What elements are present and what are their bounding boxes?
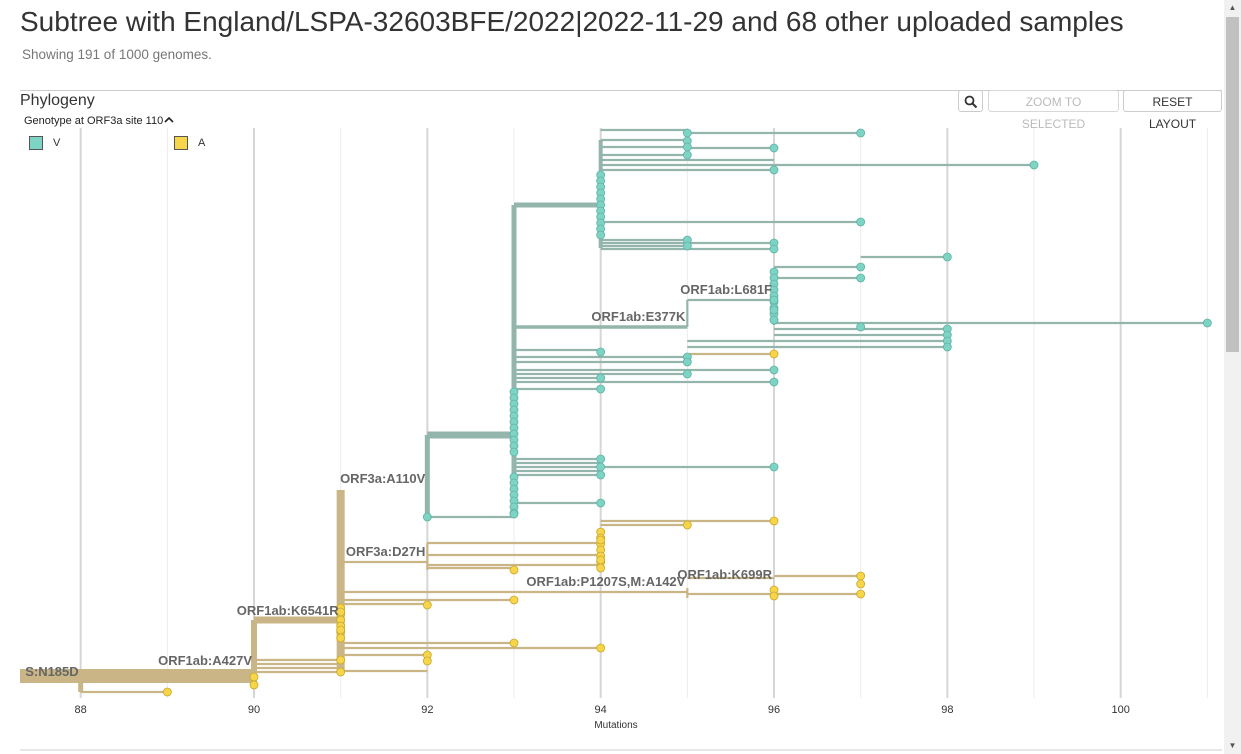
tip-node [596, 563, 606, 573]
legend-swatch-a[interactable] [174, 136, 188, 150]
tip-node [509, 565, 519, 575]
tip-node [336, 633, 346, 643]
tip-node [1029, 160, 1039, 170]
tip-node [769, 462, 779, 472]
mutation-label: ORF1ab:A427V [158, 653, 252, 668]
tip-node [596, 470, 606, 480]
chevron-up-icon[interactable] [164, 116, 174, 124]
mutation-label: ORF3a:D27H [346, 544, 425, 559]
x-tick-label: 94 [595, 704, 607, 716]
tip-node [596, 555, 606, 565]
tip-node [596, 230, 606, 240]
mutation-label: ORF1ab:E377K [591, 309, 686, 324]
x-axis-label: Mutations [594, 720, 637, 731]
page-title: Subtree with England/LSPA-32603BFE/2022|… [20, 6, 1124, 37]
scroll-thumb[interactable] [1226, 17, 1239, 352]
tip-node [856, 571, 866, 581]
tip-node [769, 305, 779, 315]
tip-node [942, 342, 952, 352]
mutation-label: ORF1ab:L681F [680, 282, 772, 297]
page-scrollbar[interactable]: ▲ ▼ [1224, 0, 1241, 754]
tip-node [769, 315, 779, 325]
tip-node [769, 349, 779, 359]
tip-node [856, 589, 866, 599]
tip-node [596, 373, 606, 383]
tip-node [249, 672, 259, 682]
tip-node [509, 595, 519, 605]
tip-node [856, 579, 866, 589]
tip-node [336, 667, 346, 677]
tip-node [596, 498, 606, 508]
tip-node [856, 322, 866, 332]
tip-node [596, 384, 606, 394]
tip-node [682, 369, 692, 379]
x-tick-label: 90 [248, 704, 260, 716]
tip-node [682, 357, 692, 367]
search-icon [964, 95, 977, 109]
tip-node [596, 643, 606, 653]
mutation-label: ORF1ab:K699R [677, 567, 772, 582]
tip-node [856, 217, 866, 227]
reset-layout-button[interactable]: RESET LAYOUT [1123, 90, 1222, 131]
x-tick-label: 100 [1111, 704, 1129, 716]
tip-node [856, 262, 866, 272]
tip-node [336, 607, 346, 617]
tip-node [596, 454, 606, 464]
tip-node [769, 295, 779, 305]
legend-title-text: Genotype at ORF3a site 110 [24, 115, 164, 127]
x-tick-label: 92 [421, 704, 433, 716]
mutation-label: ORF3a:A110V [340, 471, 426, 486]
scroll-down-arrow[interactable]: ▼ [1228, 741, 1237, 750]
tip-node [509, 509, 519, 519]
tip-node [769, 591, 779, 601]
zoom-to-selected-button[interactable]: ZOOM TO SELECTED [988, 90, 1119, 131]
scroll-up-arrow[interactable]: ▲ [1228, 3, 1237, 12]
tip-node [596, 535, 606, 545]
tip-node [422, 600, 432, 610]
legend-swatch-v[interactable] [29, 136, 43, 150]
tip-node [596, 462, 606, 472]
tip-node [942, 252, 952, 262]
tip-node [769, 165, 779, 175]
tip-node [509, 447, 519, 457]
x-tick-label: 96 [768, 704, 780, 716]
legend-title: Genotype at ORF3a site 110 [24, 115, 174, 127]
tip-node [769, 365, 779, 375]
tip-node [682, 520, 692, 530]
tip-node [682, 128, 692, 138]
tip-node [856, 273, 866, 283]
legend-label-v: V [53, 137, 61, 149]
phylogeny-title: Phylogeny [20, 92, 95, 109]
tip-node [422, 512, 432, 522]
mutation-label: S:N185D [25, 664, 78, 679]
zoom-button[interactable] [958, 90, 983, 112]
x-tick-label: 98 [941, 704, 953, 716]
tip-node [856, 128, 866, 138]
tip-node [162, 687, 172, 697]
tip-node [769, 244, 779, 254]
x-tick-label: 88 [75, 704, 87, 716]
tip-node [1202, 318, 1212, 328]
section-divider [20, 90, 1222, 91]
genome-count: Showing 191 of 1000 genomes. [22, 47, 212, 62]
tip-node [769, 377, 779, 387]
tip-node [336, 655, 346, 665]
tip-node [336, 625, 346, 635]
mutation-label: ORF1ab:P1207S,M:A142V [526, 574, 685, 589]
tip-node [682, 142, 692, 152]
tip-node [682, 241, 692, 251]
tip-node [422, 656, 432, 666]
mutation-label: ORF1ab:K6541R [237, 603, 339, 618]
tip-node [509, 638, 519, 648]
tip-node [769, 516, 779, 526]
tip-node [769, 143, 779, 153]
tip-node [596, 347, 606, 357]
tip-node [682, 150, 692, 160]
tip-node [249, 680, 259, 690]
legend-label-a: A [198, 137, 206, 149]
